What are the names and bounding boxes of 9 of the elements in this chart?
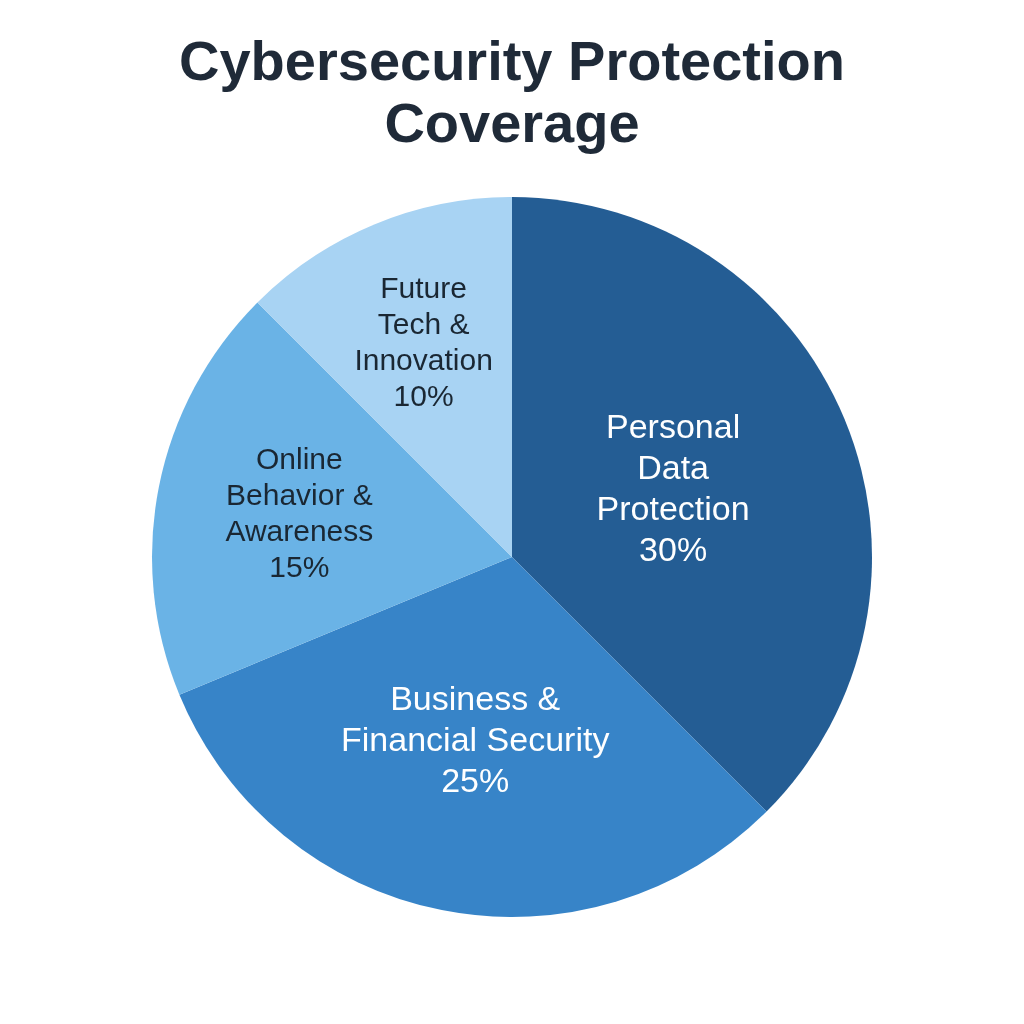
chart-title: Cybersecurity Protection Coverage bbox=[178, 29, 846, 154]
slice-label: Business & Financial Security bbox=[341, 679, 610, 759]
slice-label: Future Tech & Innovation bbox=[354, 270, 493, 376]
slice-label: Personal Data Protection bbox=[596, 407, 750, 528]
data-label: 30% bbox=[639, 529, 708, 568]
slice-label: Online Behavior & Awareness bbox=[225, 441, 374, 547]
data-label: 15% bbox=[269, 549, 330, 583]
data-label: 10% bbox=[393, 378, 454, 412]
data-label: 25% bbox=[441, 761, 510, 800]
